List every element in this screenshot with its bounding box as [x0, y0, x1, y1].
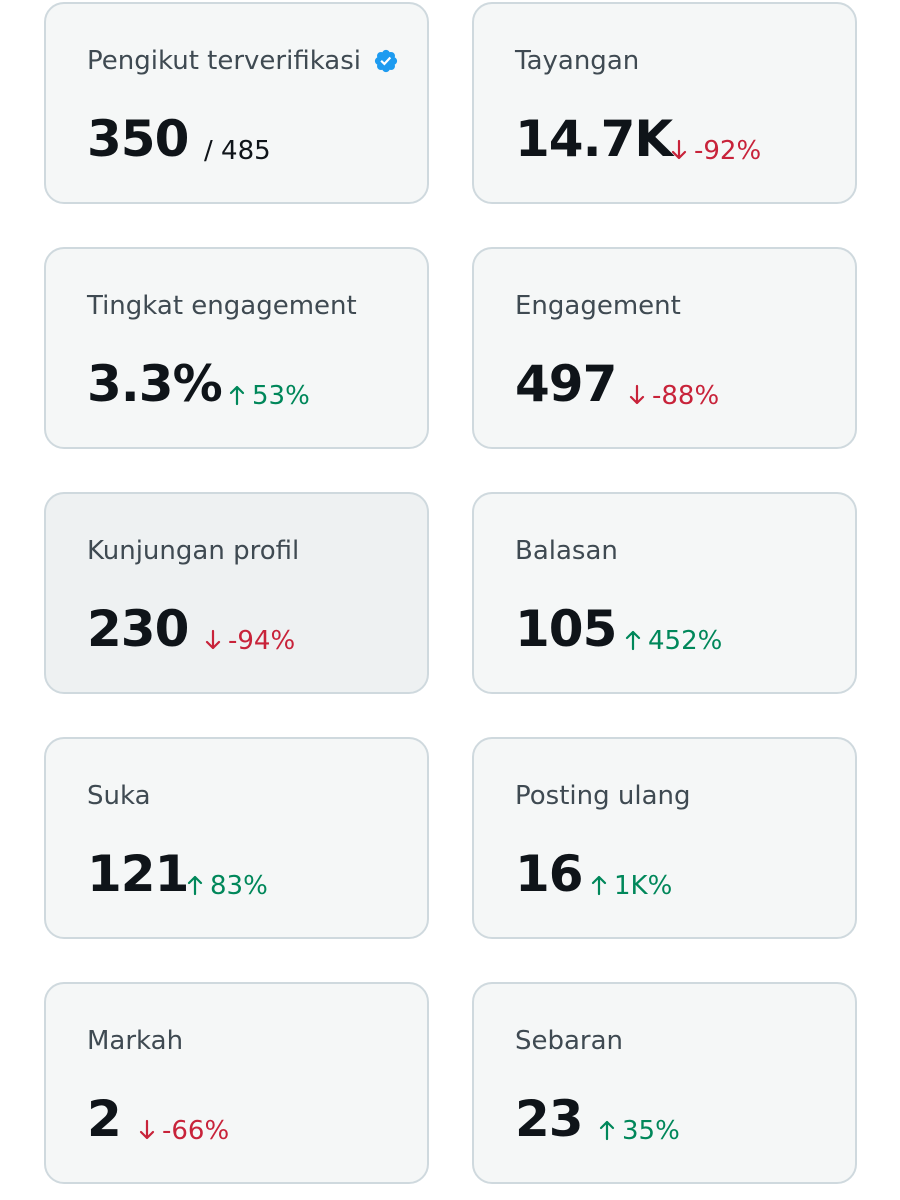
card-delta: -66% [138, 1118, 229, 1144]
card-label: Kunjungan profil [87, 536, 300, 566]
arrow-up-icon [229, 385, 245, 406]
card-delta: 53% [228, 383, 310, 409]
card-value: 105 [515, 600, 617, 658]
card-label: Balasan [515, 536, 618, 566]
card-value: 23 [515, 1090, 584, 1148]
card-delta: 83% [186, 873, 268, 899]
card-engagement-rate[interactable]: Tingkat engagement 3.3% 53% [44, 247, 429, 449]
card-label: Tayangan [515, 46, 640, 76]
card-label: Engagement [515, 291, 681, 321]
card-label: Posting ulang [515, 781, 691, 811]
arrow-down-icon [629, 384, 645, 405]
arrow-up-icon [599, 1120, 615, 1141]
card-delta: -88% [628, 383, 719, 409]
card-replies[interactable]: Balasan 105 452% [472, 492, 857, 694]
card-likes[interactable]: Suka 121 83% [44, 737, 429, 939]
card-value: 16 [515, 845, 584, 903]
card-reposts[interactable]: Posting ulang 16 1K% [472, 737, 857, 939]
card-delta: 1K% [590, 873, 672, 899]
card-engagement[interactable]: Engagement 497 -88% [472, 247, 857, 449]
card-label: Tingkat engagement [87, 291, 357, 321]
card-verified-followers[interactable]: Pengikut terverifikasi 350 / 485 [44, 2, 429, 204]
arrow-down-icon [139, 1119, 155, 1140]
card-label-text: Pengikut terverifikasi [87, 46, 362, 76]
card-bookmarks[interactable]: Markah 2 -66% [44, 982, 429, 1184]
arrow-down-icon [205, 629, 221, 650]
card-value: 497 [515, 355, 617, 413]
card-label: Suka [87, 781, 151, 811]
verified-badge-icon [374, 49, 398, 73]
card-value: 230 [87, 600, 189, 658]
card-delta: -94% [204, 628, 295, 654]
card-shares[interactable]: Sebaran 23 35% [472, 982, 857, 1184]
card-delta: -92% [670, 138, 761, 164]
arrow-up-icon [591, 875, 607, 896]
card-value: 121 [87, 845, 189, 903]
card-delta: 452% [624, 628, 722, 654]
card-value: 3.3% [87, 355, 223, 413]
card-label: Pengikut terverifikasi [87, 46, 399, 76]
card-total: / 485 [204, 136, 271, 166]
arrow-up-icon [187, 875, 203, 896]
card-label: Markah [87, 1026, 184, 1056]
card-profile-visits[interactable]: Kunjungan profil 230 -94% [44, 492, 429, 694]
card-value: 2 [87, 1090, 122, 1148]
card-label: Sebaran [515, 1026, 624, 1056]
card-delta: 35% [598, 1118, 680, 1144]
arrow-down-icon [671, 139, 687, 160]
card-impressions[interactable]: Tayangan 14.7K -92% [472, 2, 857, 204]
card-value: 14.7K [515, 110, 673, 168]
arrow-up-icon [625, 630, 641, 651]
card-value: 350 [87, 110, 189, 168]
